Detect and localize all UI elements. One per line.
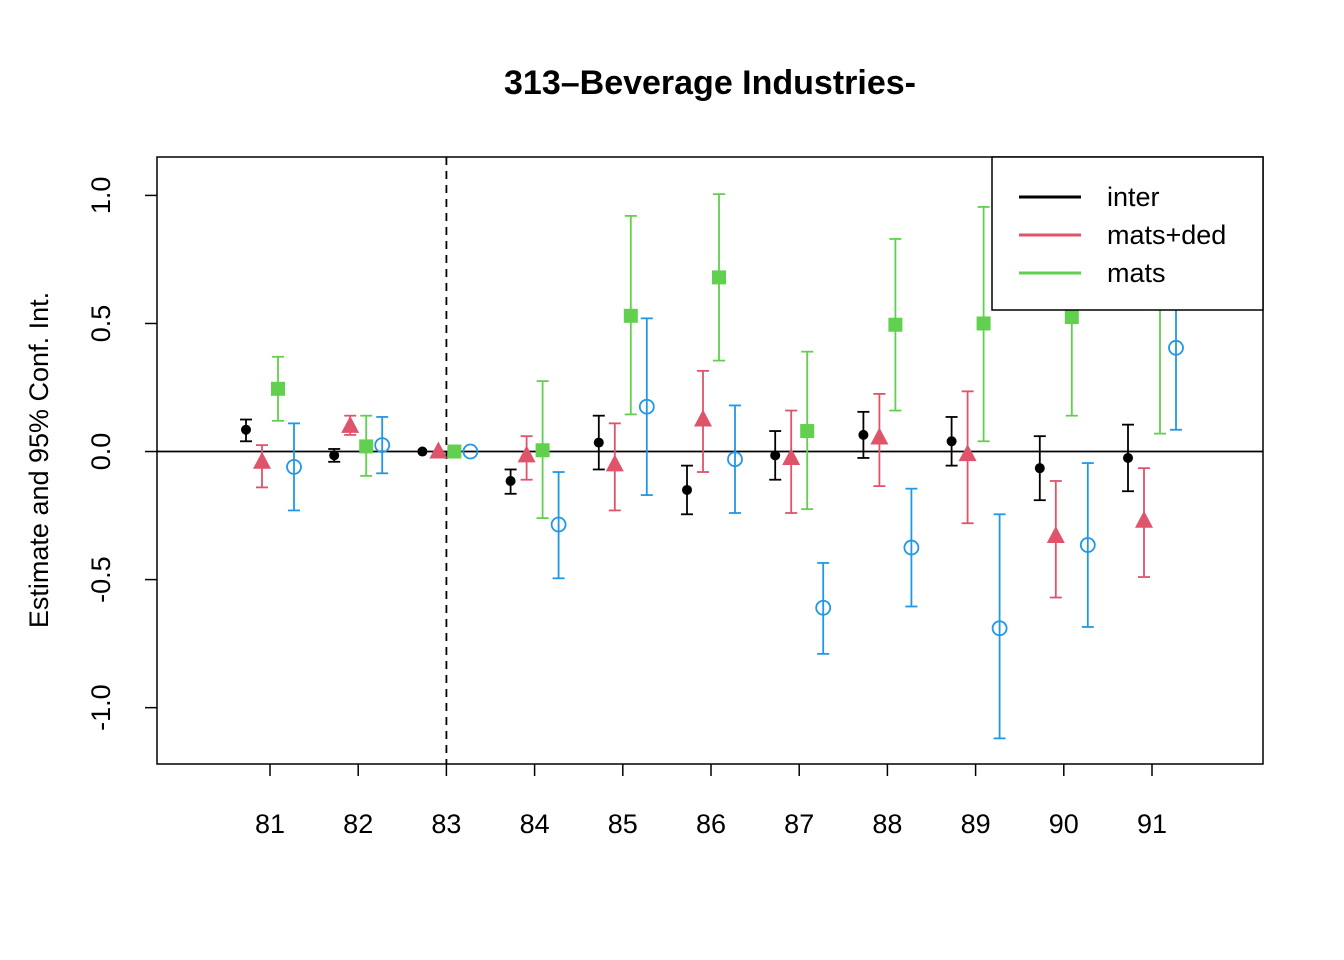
data-point (1123, 452, 1133, 463)
data-point (593, 437, 604, 448)
data-point (271, 381, 285, 396)
data-point (1168, 339, 1184, 356)
data-point (782, 447, 801, 465)
y-axis-label: Estimate and 95% Conf. Int. (24, 292, 54, 628)
data-point (550, 516, 567, 533)
data-point (958, 444, 977, 462)
data-point (1064, 310, 1079, 325)
series-group (240, 410, 1134, 516)
data-point (623, 308, 638, 323)
data-point (858, 429, 869, 440)
data-point (888, 317, 903, 332)
data-point (241, 424, 251, 435)
data-point (286, 459, 302, 475)
data-point (605, 454, 624, 472)
data-point (1135, 510, 1153, 528)
data-point (505, 475, 516, 486)
data-point (447, 444, 462, 459)
data-point (374, 437, 391, 454)
x-tick-label: 81 (255, 809, 285, 839)
x-tick-label: 85 (608, 809, 638, 839)
series-group (253, 369, 1153, 599)
data-point (1079, 537, 1096, 553)
x-tick-label: 89 (961, 809, 991, 839)
data-point (770, 450, 781, 461)
data-point (638, 398, 655, 415)
data-point (1034, 463, 1045, 474)
chart-title: 313–Beverage Industries- (504, 64, 916, 102)
data-point (682, 484, 692, 495)
data-point (535, 443, 550, 458)
y-tick-label: -1.0 (86, 684, 116, 731)
data-point (253, 451, 271, 469)
data-point (341, 415, 360, 433)
x-tick-label: 88 (872, 809, 902, 839)
y-tick-label: 0.5 (86, 305, 116, 343)
y-tick-label: 0.0 (86, 433, 116, 471)
x-tick-label: 91 (1137, 809, 1167, 839)
data-point (800, 424, 815, 439)
data-point (727, 451, 743, 468)
legend: inter mats+ded mats (991, 156, 1264, 311)
x-tick-label: 86 (696, 809, 726, 839)
data-point (976, 316, 991, 331)
data-point (870, 427, 889, 445)
data-point (417, 446, 428, 457)
data-point (359, 439, 374, 454)
legend-label: mats+ded (1107, 220, 1226, 250)
data-point (429, 441, 448, 459)
x-tick-label: 87 (784, 809, 814, 839)
data-point (946, 436, 957, 447)
x-tick-label: 83 (431, 809, 461, 839)
series-group (286, 266, 1184, 740)
x-tick-label: 90 (1049, 809, 1079, 839)
data-point (694, 409, 712, 427)
y-tick-label: 1.0 (86, 177, 116, 215)
data-point (815, 599, 832, 616)
data-point (712, 270, 726, 285)
x-tick-label: 84 (520, 809, 550, 839)
plot-frame (156, 156, 1264, 765)
data-point (991, 620, 1008, 637)
y-tick-label: -0.5 (86, 556, 116, 603)
data-point (517, 445, 536, 463)
x-tick-label: 82 (343, 809, 373, 839)
data-point (1046, 526, 1065, 544)
legend-label: inter (1107, 182, 1160, 212)
data-point (462, 443, 479, 460)
legend-label: mats (1107, 258, 1166, 288)
data-point (903, 539, 920, 556)
data-point (329, 450, 340, 461)
